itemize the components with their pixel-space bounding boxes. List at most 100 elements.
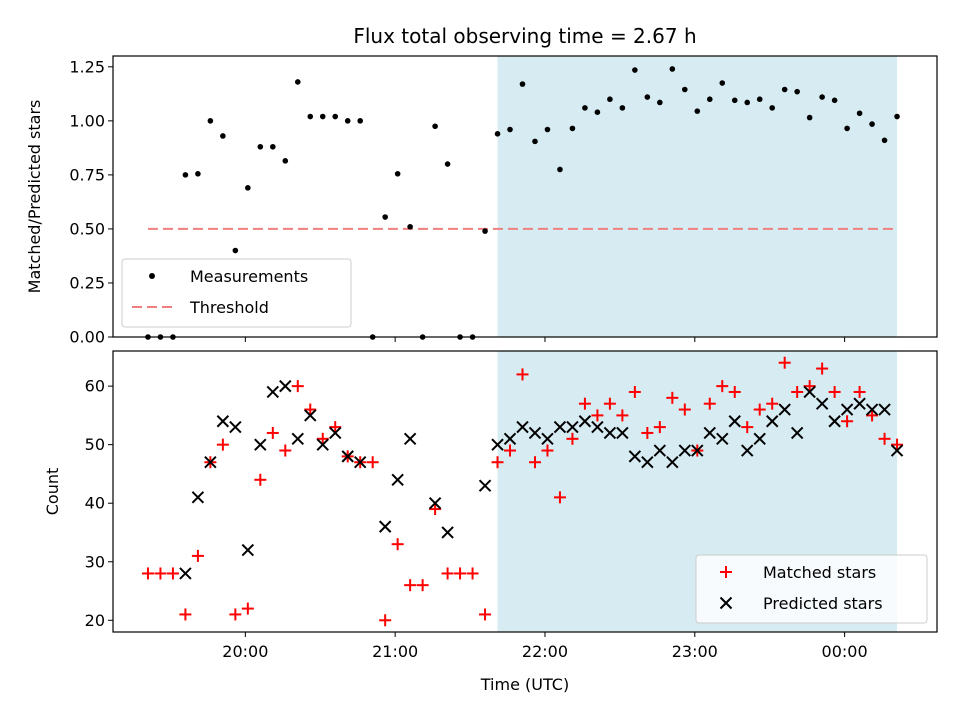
y-tick-label: 0.00 — [69, 328, 105, 347]
matched-star-point — [191, 549, 204, 562]
predicted-star-point — [478, 479, 492, 492]
predicted-star-point — [865, 403, 879, 416]
predicted-star-point — [853, 397, 866, 410]
predicted-star-point — [204, 456, 217, 469]
matched-star-point — [379, 614, 392, 627]
predicted-star-point — [428, 497, 442, 510]
y-tick-label: 50 — [85, 435, 105, 454]
matched-star-point — [553, 491, 566, 504]
measurement-point — [544, 126, 551, 133]
measurement-point — [319, 113, 326, 120]
x-tick-label: 22:00 — [522, 642, 568, 661]
matched-star-points — [141, 356, 904, 627]
legend-label-measurements: Measurements — [190, 267, 308, 286]
predicted-star-point — [803, 385, 816, 399]
matched-star-point — [628, 385, 641, 398]
matched-star-point — [828, 385, 841, 398]
matched-star-point — [229, 608, 242, 621]
matched-star-point — [703, 397, 716, 410]
predicted-star-point — [666, 456, 679, 469]
measurement-points — [145, 66, 900, 340]
measurement-point — [607, 96, 613, 103]
measurement-point — [507, 126, 513, 133]
predicted-star-point — [641, 456, 654, 469]
predicted-star-point — [691, 444, 704, 457]
predicted-star-point — [678, 444, 692, 457]
legend-marker-measurements — [149, 273, 155, 279]
measurement-point — [407, 223, 413, 230]
matched-star-point — [241, 602, 254, 615]
legend-box — [695, 554, 928, 624]
measurement-point — [769, 105, 775, 111]
measurement-point — [881, 137, 888, 144]
measurement-point — [482, 228, 488, 234]
matched-star-point — [841, 415, 854, 428]
chart-title: Flux total observing time = 2.67 h — [353, 24, 696, 48]
matched-star-point — [641, 426, 654, 439]
predicted-star-point — [441, 526, 454, 539]
measurement-point — [694, 108, 701, 114]
measurement-point — [744, 99, 751, 106]
matched-star-point — [179, 608, 192, 621]
matched-star-point — [766, 397, 779, 410]
measurement-point — [682, 86, 688, 93]
ratio-panel: 0.00 0.25 0.50 0.75 1.00 1.25 Flux total obse… — [25, 24, 938, 347]
measurement-point — [894, 113, 900, 120]
matched-star-point — [266, 426, 279, 439]
matched-star-point — [891, 438, 904, 451]
x-tick-label: 00:00 — [822, 642, 868, 661]
predicted-star-point — [516, 420, 529, 434]
predicted-star-point — [553, 420, 567, 434]
matched-star-point — [653, 421, 666, 434]
y-axis-ticks: 0.00 0.25 0.50 0.75 1.00 1.25 — [69, 57, 113, 347]
predicted-star-point — [191, 491, 205, 504]
predicted-star-point — [890, 444, 904, 457]
measurement-point — [644, 94, 651, 100]
matched-star-point — [404, 579, 417, 592]
plot-frame — [112, 55, 938, 338]
y-tick-label: 0.50 — [69, 219, 105, 238]
matched-star-point — [466, 567, 479, 580]
measurement-point — [332, 113, 339, 120]
measurement-point — [307, 113, 314, 120]
observing-window-shade — [497, 56, 898, 337]
measurement-point — [207, 118, 214, 124]
predicted-star-point — [341, 450, 354, 463]
measurement-point — [394, 171, 401, 177]
count-panel: 20 30 40 50 60 20:00 21:00 22:00 23:00 00:00 Cou… — [43, 350, 938, 694]
legend-plus-glyph — [720, 566, 732, 578]
matched-star-point — [753, 403, 766, 416]
predicted-star-point — [528, 426, 542, 440]
measurement-point — [632, 67, 638, 73]
legend-x-glyph — [719, 596, 733, 610]
measurement-point — [619, 105, 626, 111]
y-tick-label: 60 — [85, 377, 105, 396]
predicted-star-point — [179, 567, 192, 580]
measurement-point — [582, 105, 588, 111]
predicted-star-point — [753, 432, 766, 446]
matched-star-point — [254, 473, 267, 486]
matched-star-point — [441, 567, 454, 580]
matched-star-point — [504, 444, 517, 457]
measurement-point — [819, 94, 825, 100]
predicted-star-point — [304, 409, 317, 422]
matched-star-point — [279, 444, 292, 457]
matched-star-point — [528, 456, 541, 469]
predicted-star-point — [790, 426, 804, 440]
matched-star-point — [741, 421, 754, 434]
y-tick-label: 40 — [85, 494, 105, 513]
matched-star-point — [603, 397, 616, 410]
measurement-point — [245, 185, 251, 191]
measurement-point — [195, 171, 201, 177]
matched-star-point — [791, 385, 804, 398]
matched-star-point — [154, 567, 167, 580]
predicted-star-point — [291, 432, 304, 446]
measurement-point — [220, 133, 226, 139]
predicted-star-point — [541, 432, 554, 446]
predicted-star-point — [503, 432, 517, 446]
matched-star-point — [566, 432, 579, 445]
measurement-point — [294, 79, 301, 85]
x-tick-label: 21:00 — [372, 642, 418, 661]
y-tick-label: 1.25 — [69, 57, 105, 76]
predicted-star-point — [591, 420, 604, 434]
